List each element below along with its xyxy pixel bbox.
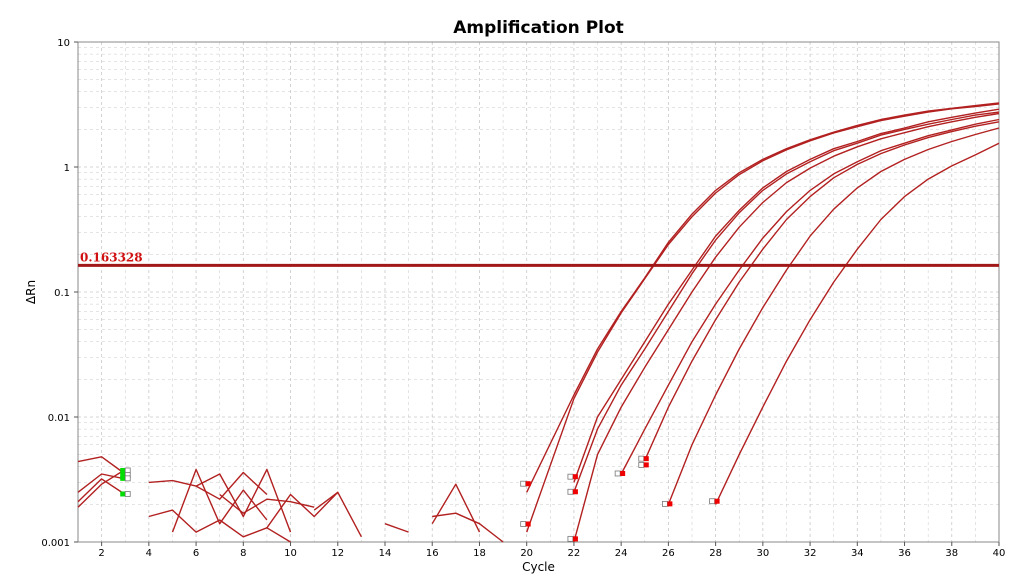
- amplification-curve-9[interactable]: [714, 142, 1000, 505]
- amplification-curve-7[interactable]: [644, 121, 1000, 461]
- series-layer: [77, 102, 1000, 543]
- x-tick-label: 20: [520, 548, 533, 559]
- x-tick-label: 32: [804, 548, 817, 559]
- y-axis-ticks: 0.001 0.01 0.1 1 10: [41, 38, 78, 549]
- x-tick-label: 6: [193, 548, 199, 559]
- amplification-curve-23[interactable]: [432, 512, 504, 543]
- y-tick-label: 0.1: [54, 288, 70, 299]
- y-tick-label: 10: [57, 38, 70, 49]
- x-tick-label: 14: [379, 548, 392, 559]
- x-tick-label: 30: [756, 548, 769, 559]
- amplification-curve-10[interactable]: [77, 468, 126, 508]
- baseline-start-marker[interactable]: [120, 475, 126, 481]
- amplification-curve-18[interactable]: [219, 493, 315, 514]
- threshold-label: 0.163328: [80, 250, 143, 264]
- amplification-curve-2[interactable]: [526, 103, 1000, 533]
- x-tick-label: 22: [568, 548, 581, 559]
- ct-marker[interactable]: [643, 456, 649, 462]
- ct-marker[interactable]: [572, 489, 578, 495]
- ct-open-marker[interactable]: [567, 473, 574, 480]
- baseline-start-marker[interactable]: [120, 491, 126, 497]
- x-tick-label: 24: [615, 548, 628, 559]
- x-tick-label: 16: [426, 548, 439, 559]
- ct-marker[interactable]: [714, 498, 720, 504]
- y-tick-label: 1: [64, 163, 70, 174]
- amplification-curve-1[interactable]: [526, 102, 1000, 493]
- chart-title: Amplification Plot: [453, 18, 624, 38]
- amplification-curve-11[interactable]: [77, 473, 126, 493]
- amplification-curve-13[interactable]: [77, 478, 126, 503]
- ct-marker[interactable]: [620, 470, 626, 476]
- ct-open-marker[interactable]: [661, 500, 668, 507]
- ct-marker[interactable]: [643, 462, 649, 468]
- amplification-curve-6[interactable]: [620, 118, 1000, 475]
- amplification-curve-17[interactable]: [195, 468, 292, 533]
- x-tick-label: 10: [284, 548, 297, 559]
- ct-open-marker[interactable]: [567, 535, 574, 542]
- x-tick-label: 2: [98, 548, 104, 559]
- ct-open-marker[interactable]: [709, 498, 716, 505]
- baseline-end-marker[interactable]: [124, 491, 131, 497]
- x-tick-label: 36: [898, 548, 911, 559]
- ct-marker[interactable]: [667, 501, 673, 507]
- amplification-curve-5[interactable]: [573, 112, 1000, 543]
- x-axis-title: Cycle: [522, 560, 555, 574]
- amplification-curve-8[interactable]: [667, 127, 1000, 505]
- ct-marker[interactable]: [525, 481, 531, 487]
- ct-open-marker[interactable]: [614, 470, 621, 477]
- x-tick-label: 18: [473, 548, 486, 559]
- y-tick-label: 0.01: [48, 413, 70, 424]
- amplification-curve-15[interactable]: [148, 471, 268, 500]
- ct-open-marker[interactable]: [520, 480, 527, 487]
- ct-marker[interactable]: [572, 536, 578, 542]
- marker-layer: [120, 455, 720, 542]
- ct-open-marker[interactable]: [567, 488, 574, 495]
- baseline-end-marker[interactable]: [124, 475, 131, 482]
- x-tick-label: 28: [709, 548, 722, 559]
- x-tick-label: 4: [146, 548, 152, 559]
- ct-open-marker[interactable]: [638, 455, 645, 462]
- ct-open-marker[interactable]: [638, 462, 645, 468]
- amplification-curve-22[interactable]: [431, 483, 481, 533]
- baseline-start-marker[interactable]: [120, 467, 126, 473]
- y-tick-label: 0.001: [41, 538, 70, 549]
- baseline-start-marker[interactable]: [120, 472, 126, 478]
- x-tick-label: 26: [662, 548, 675, 559]
- amplification-curve-20[interactable]: [313, 491, 339, 511]
- x-tick-label: 34: [851, 548, 864, 559]
- x-tick-label: 38: [945, 548, 958, 559]
- y-axis-title: ΔRn: [24, 280, 38, 304]
- ct-marker[interactable]: [572, 474, 578, 480]
- amplification-curve-3[interactable]: [573, 108, 1000, 483]
- amplification-curve-19[interactable]: [266, 491, 363, 538]
- ct-marker[interactable]: [525, 521, 531, 527]
- ct-open-marker[interactable]: [520, 521, 527, 527]
- amplification-curve-21[interactable]: [384, 523, 409, 533]
- amplification-curve-12[interactable]: [77, 456, 126, 475]
- amplification-curve-4[interactable]: [573, 111, 1000, 493]
- x-tick-label: 40: [993, 548, 1006, 559]
- x-tick-label: 8: [240, 548, 246, 559]
- x-axis-ticks: 2 4 6 8 10 12 14 16 18 20 22 24 26 28 30 32 34 36 38 40: [98, 542, 1005, 559]
- x-tick-label: 12: [331, 548, 344, 559]
